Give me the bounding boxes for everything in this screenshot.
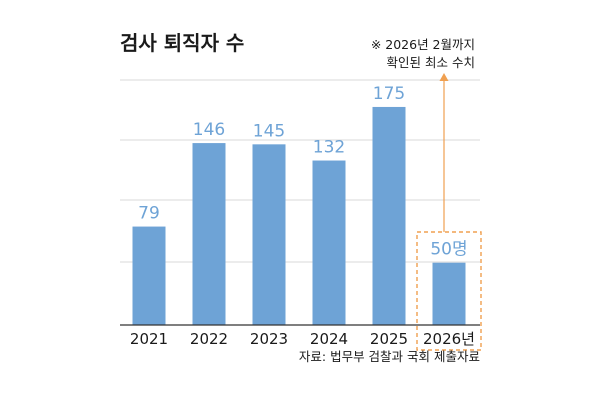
highlight-box xyxy=(416,231,482,351)
x-tick-label-2026년: 2026년 xyxy=(423,330,475,348)
bar-2023 xyxy=(252,144,286,325)
chart-title: 검사 퇴직자 수 xyxy=(120,31,244,55)
value-label-2023: 145 xyxy=(253,121,285,141)
bar-2021 xyxy=(132,226,166,325)
x-tick-label-2022: 2022 xyxy=(190,330,228,348)
source-note: 자료: 법무부 검찰과 국회 제출자료 xyxy=(299,349,480,364)
highlight-annotation xyxy=(416,73,482,351)
grid-lines xyxy=(120,79,480,263)
value-label-2026년: 50명 xyxy=(430,240,467,260)
bar-2022 xyxy=(192,143,226,325)
x-tick-label-2023: 2023 xyxy=(250,330,288,348)
annotation-line-1: ※ 2026년 2월까지 xyxy=(371,37,475,52)
arrow-up-icon xyxy=(439,73,449,81)
bar-2026년 xyxy=(432,262,466,325)
x-tick-labels: 2021 2022 2023 2024 2025 2026년 xyxy=(130,330,475,348)
value-labels: 79 146 145 132 175 50명 xyxy=(138,84,467,260)
bar-2025 xyxy=(372,106,406,325)
x-tick-label-2025: 2025 xyxy=(370,330,408,348)
bar-2024 xyxy=(312,160,346,325)
annotation-line-2: 확인된 최소 수치 xyxy=(387,55,475,70)
value-label-2021: 79 xyxy=(138,204,160,224)
bars xyxy=(132,106,466,325)
value-label-2024: 132 xyxy=(313,138,345,158)
x-tick-label-2021: 2021 xyxy=(130,330,168,348)
value-label-2025: 175 xyxy=(373,84,405,104)
x-tick-label-2024: 2024 xyxy=(310,330,348,348)
value-label-2022: 146 xyxy=(193,120,225,140)
